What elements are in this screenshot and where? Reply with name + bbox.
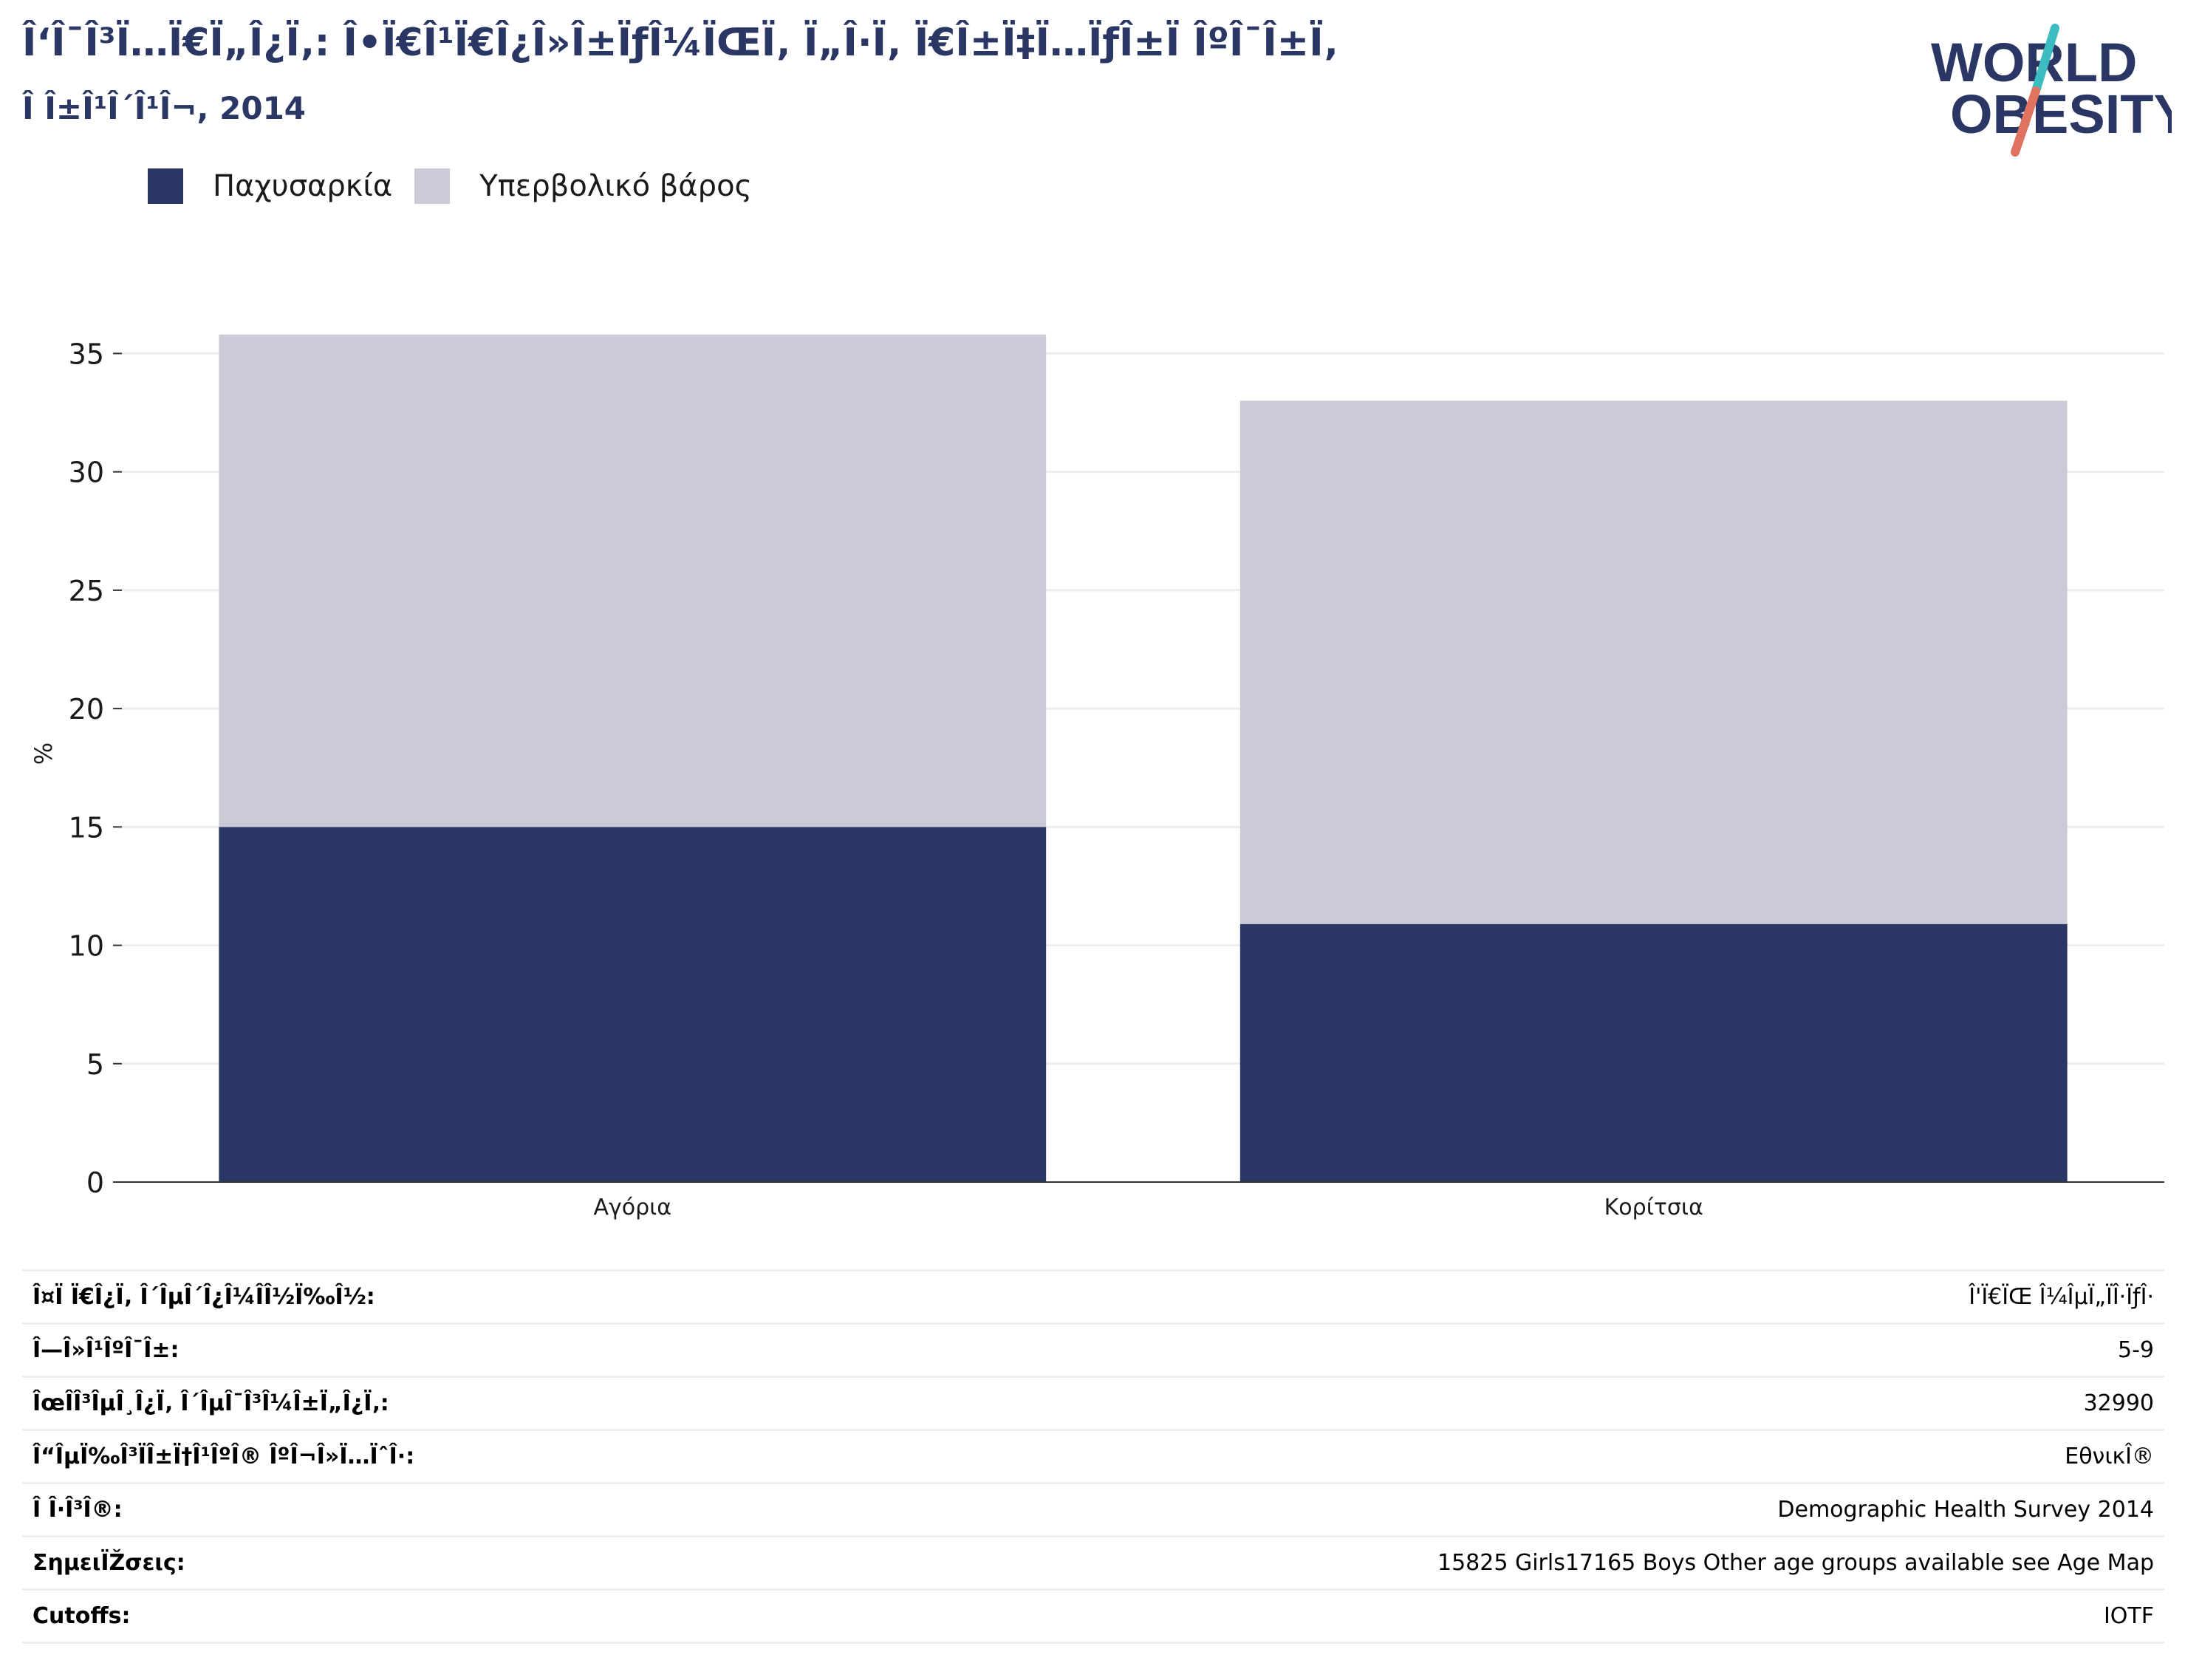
- info-row: Î“ÎµÏ‰Î³ÏÎ±Ï†Î¹ÎºÎ® ÎºÎ¬Î»Ï…ÏˆÎ·: ΕθνικÎ®: [22, 1429, 2164, 1483]
- logo-slash-top: [2031, 24, 2059, 95]
- y-tick-label: 5: [86, 1048, 104, 1081]
- info-value: Demographic Health Survey 2014: [779, 1482, 2164, 1537]
- info-label: Î¤Ï Ï€Î¿Ï‚ Î´ÎµÎ´Î¿Î¼Î­Î½Ï‰Î½:: [22, 1269, 779, 1324]
- info-row: Î Î·Î³Î®: Demographic Health Survey 2014: [22, 1482, 2164, 1537]
- world-obesity-logo: WORLD OBESITY: [1931, 24, 2172, 157]
- bar-overweight: [1239, 400, 2068, 924]
- info-row: ΣημειÏŽσεις: 15825 Girls17165 Boys Other …: [22, 1535, 2164, 1590]
- info-label: Cutoffs:: [22, 1588, 779, 1644]
- y-tick-label: 30: [69, 457, 104, 489]
- legend-swatch-overweight: [414, 168, 451, 204]
- bar-obesity: [219, 827, 1047, 1182]
- y-axis-label: %: [30, 742, 58, 765]
- info-label: ΣημειÏŽσεις:: [22, 1535, 779, 1590]
- y-tick-label: 35: [69, 338, 104, 370]
- logo-slash-bottom: [2011, 86, 2040, 157]
- y-tick-label: 0: [86, 1167, 104, 1199]
- legend-label-overweight: Υπερβολικό βάρος: [479, 169, 753, 203]
- chart-legend: Παχυσαρκία Υπερβολικό βάρος: [148, 168, 774, 204]
- bar-overweight: [219, 334, 1047, 827]
- info-value: IOTF: [779, 1588, 2164, 1644]
- info-label: ÎœÎ­Î³ÎµÎ¸Î¿Ï‚ Î´ÎµÎ¯Î³Î¼Î±Ï„Î¿Ï‚:: [22, 1376, 779, 1430]
- bar-obesity: [1239, 923, 2068, 1182]
- info-table: Î¤Ï Ï€Î¿Ï‚ Î´ÎµÎ´Î¿Î¼Î­Î½Ï‰Î½: Î'Ï€ÏŒ Î¼Î…: [22, 1269, 2164, 1644]
- info-row: ÎœÎ­Î³ÎµÎ¸Î¿Ï‚ Î´ÎµÎ¯Î³Î¼Î±Ï„Î¿Ï‚: 32990: [22, 1376, 2164, 1430]
- y-tick-label: 20: [69, 693, 104, 725]
- bar-chart: 0 5 10 15 20 25 30 35% Αγόρια Κορίτσια: [30, 334, 2164, 1220]
- legend-label-obesity: Παχυσαρκία: [213, 169, 393, 203]
- y-tick-label: 15: [69, 811, 104, 844]
- y-tick-label: 10: [69, 930, 104, 963]
- legend-item-overweight[interactable]: Υπερβολικό βάρος: [414, 168, 752, 204]
- x-tick-label: Αγόρια: [593, 1195, 671, 1220]
- info-row: Î¤Ï Ï€Î¿Ï‚ Î´ÎµÎ´Î¿Î¼Î­Î½Ï‰Î½: Î'Ï€ÏŒ Î¼Î…: [22, 1269, 2164, 1324]
- chart-title: Î‘Î¯Î³Ï…Ï€Ï„Î¿Ï‚: Î•Ï€Î¹Ï€Î¿Î»Î±ÏƒÎ¼ÏŒÏ‚…: [22, 21, 1338, 65]
- info-label: Î—Î»Î¹ÎºÎ¯Î±:: [22, 1322, 779, 1377]
- info-label: Î“ÎµÏ‰Î³ÏÎ±Ï†Î¹ÎºÎ® ÎºÎ¬Î»Ï…ÏˆÎ·:: [22, 1429, 779, 1483]
- info-row: Î—Î»Î¹ÎºÎ¯Î±: 5-9: [22, 1322, 2164, 1377]
- legend-item-obesity[interactable]: Παχυσαρκία: [148, 168, 392, 204]
- x-tick-label: Κορίτσια: [1604, 1195, 1703, 1220]
- logo-word-obesity: OBESITY: [1950, 83, 2172, 145]
- info-row: Cutoffs: IOTF: [22, 1588, 2164, 1644]
- legend-swatch-obesity: [148, 168, 183, 204]
- info-value: 15825 Girls17165 Boys Other age groups a…: [779, 1535, 2164, 1590]
- chart-subtitle: Î Î±Î¹Î´Î¹Î¬, 2014: [22, 90, 307, 126]
- info-value: 5-9: [779, 1322, 2164, 1377]
- info-value: 32990: [779, 1376, 2164, 1430]
- info-label: Î Î·Î³Î®:: [22, 1482, 779, 1537]
- info-value: ΕθνικÎ®: [779, 1429, 2164, 1483]
- y-tick-label: 25: [69, 575, 104, 607]
- info-value: Î'Ï€ÏŒ Î¼ÎµÏ„ÏÎ·ÏƒÎ·: [779, 1269, 2164, 1324]
